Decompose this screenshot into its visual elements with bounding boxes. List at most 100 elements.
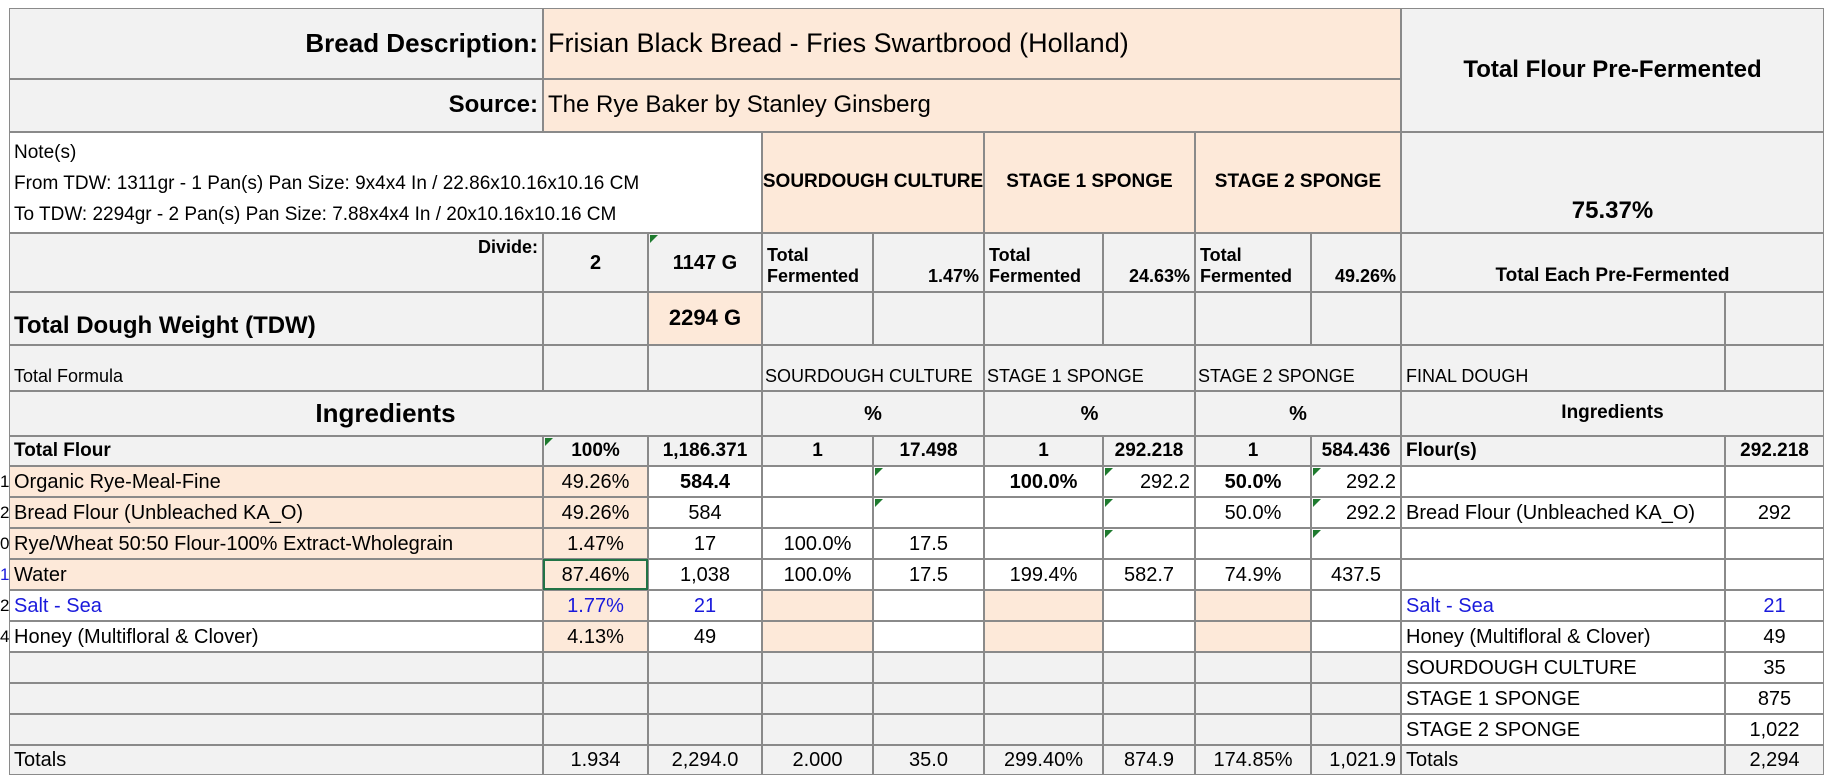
empty-cell[interactable] — [1725, 292, 1824, 345]
total-each-prefermented-label[interactable]: Total Each Pre-Fermented — [1401, 233, 1824, 292]
stage1-pct[interactable] — [984, 497, 1103, 528]
empty-cell[interactable] — [1103, 714, 1195, 745]
stage2-flour-weight[interactable]: 584.436 — [1311, 436, 1401, 466]
tdw-empty-cell[interactable] — [543, 292, 648, 345]
ingredient-weight[interactable]: 584.4 — [648, 466, 762, 497]
empty-cell[interactable] — [543, 652, 648, 683]
final-preferment-name[interactable]: STAGE 2 SPONGE — [1401, 714, 1725, 745]
sourdough-pct[interactable] — [762, 497, 873, 528]
empty-cell[interactable] — [648, 714, 762, 745]
final-preferment-weight[interactable]: 1,022 — [1725, 714, 1824, 745]
ingredient-pct[interactable]: 49.26% — [543, 497, 648, 528]
empty-cell[interactable] — [984, 714, 1103, 745]
ingredient-name[interactable]: Honey (Multifloral & Clover) — [9, 621, 543, 652]
total-flour-weight[interactable]: 1,186.371 — [648, 436, 762, 466]
divide-label[interactable]: Divide: — [9, 233, 543, 292]
stage2-weight[interactable] — [1311, 621, 1401, 652]
stage1-fermented-pct[interactable]: 24.63% — [1103, 233, 1195, 292]
stage1-weight[interactable] — [1103, 621, 1195, 652]
ingredient-name[interactable]: Water — [9, 559, 543, 590]
empty-cell[interactable] — [9, 683, 543, 714]
sourdough-weight[interactable] — [873, 497, 984, 528]
ingredient-name[interactable]: Salt - Sea — [9, 590, 543, 621]
empty-cell[interactable] — [984, 652, 1103, 683]
stage2-sponge-section-label[interactable]: STAGE 2 SPONGE — [1195, 345, 1401, 391]
stage1-pct-heading[interactable]: % — [984, 391, 1195, 436]
divide-weight[interactable]: 1147 G — [648, 233, 762, 292]
stage1-flour-ratio[interactable]: 1 — [984, 436, 1103, 466]
tdw-label[interactable]: Total Dough Weight (TDW) — [9, 292, 543, 345]
stage1-pct[interactable]: 199.4% — [984, 559, 1103, 590]
ingredient-weight[interactable]: 49 — [648, 621, 762, 652]
totals-stage1-pct[interactable]: 299.40% — [984, 745, 1103, 775]
final-ingredient-name[interactable]: Salt - Sea — [1401, 590, 1725, 621]
ingredient-pct[interactable]: 1.77% — [543, 590, 648, 621]
sourdough-pct-heading[interactable]: % — [762, 391, 984, 436]
final-ingredient-weight[interactable] — [1725, 528, 1824, 559]
totals-pct[interactable]: 1.934 — [543, 745, 648, 775]
empty-cell[interactable] — [1311, 683, 1401, 714]
total-flour-prefermented-label[interactable]: Total Flour Pre-Fermented — [1401, 8, 1824, 132]
total-flour-pct[interactable]: 100% — [543, 436, 648, 466]
empty-cell[interactable] — [1311, 652, 1401, 683]
stage1-flour-weight[interactable]: 292.218 — [1103, 436, 1195, 466]
stage2-weight[interactable] — [1311, 528, 1401, 559]
totals-stage1-weight[interactable]: 874.9 — [1103, 745, 1195, 775]
notes-cell[interactable]: Note(s) From TDW: 1311gr - 1 Pan(s) Pan … — [9, 132, 762, 233]
stage1-pct[interactable] — [984, 590, 1103, 621]
stage2-total-fermented-label[interactable]: Total Fermented — [1195, 233, 1311, 292]
stage1-total-fermented-label[interactable]: Total Fermented — [984, 233, 1103, 292]
empty-cell[interactable] — [9, 652, 543, 683]
final-ingredients-heading[interactable]: Ingredients — [1401, 391, 1824, 436]
final-ingredient-name[interactable] — [1401, 559, 1725, 590]
stage2-fermented-pct[interactable]: 49.26% — [1311, 233, 1401, 292]
stage2-weight[interactable]: 292.2 — [1311, 466, 1401, 497]
stage2-pct[interactable] — [1195, 590, 1311, 621]
empty-cell[interactable] — [543, 714, 648, 745]
stage1-pct[interactable] — [984, 621, 1103, 652]
stage2-weight[interactable]: 437.5 — [1311, 559, 1401, 590]
divide-count[interactable]: 2 — [543, 233, 648, 292]
empty-cell[interactable] — [1311, 292, 1401, 345]
totals-weight[interactable]: 2,294.0 — [648, 745, 762, 775]
empty-cell[interactable] — [543, 683, 648, 714]
final-ingredient-name[interactable]: Bread Flour (Unbleached KA_O) — [1401, 497, 1725, 528]
bread-description-value[interactable]: Frisian Black Bread - Fries Swartbrood (… — [543, 8, 1401, 79]
empty-cell[interactable] — [873, 683, 984, 714]
stage2-flour-ratio[interactable]: 1 — [1195, 436, 1311, 466]
empty-cell[interactable] — [1401, 292, 1725, 345]
ingredient-weight[interactable]: 1,038 — [648, 559, 762, 590]
ingredient-name[interactable]: Organic Rye-Meal-Fine — [9, 466, 543, 497]
empty-cell[interactable] — [1195, 683, 1311, 714]
sourdough-culture-section-label[interactable]: SOURDOUGH CULTURE — [762, 345, 984, 391]
final-totals-label[interactable]: Totals — [1401, 745, 1725, 775]
sourdough-weight[interactable] — [873, 621, 984, 652]
ingredient-pct[interactable]: 4.13% — [543, 621, 648, 652]
ingredient-pct[interactable]: 1.47% — [543, 528, 648, 559]
sourdough-pct[interactable] — [762, 621, 873, 652]
empty-cell[interactable] — [1195, 714, 1311, 745]
empty-cell[interactable] — [1103, 292, 1195, 345]
sourdough-culture-header[interactable]: SOURDOUGH CULTURE — [762, 132, 984, 233]
totals-sourdough-pct[interactable]: 2.000 — [762, 745, 873, 775]
empty-cell[interactable] — [648, 683, 762, 714]
empty-cell[interactable] — [762, 292, 873, 345]
empty-cell[interactable] — [1195, 652, 1311, 683]
stage2-pct[interactable]: 50.0% — [1195, 466, 1311, 497]
source-value[interactable]: The Rye Baker by Stanley Ginsberg — [543, 79, 1401, 132]
stage1-weight[interactable]: 292.2 — [1103, 466, 1195, 497]
totals-stage2-pct[interactable]: 174.85% — [1195, 745, 1311, 775]
empty-cell[interactable] — [1103, 652, 1195, 683]
sourdough-total-fermented-label[interactable]: Total Fermented — [762, 233, 873, 292]
empty-cell[interactable] — [984, 683, 1103, 714]
total-flour-prefermented-value[interactable]: 75.37% — [1401, 132, 1824, 233]
stage2-pct-heading[interactable]: % — [1195, 391, 1401, 436]
final-ingredient-name[interactable] — [1401, 466, 1725, 497]
sourdough-pct[interactable]: 100.0% — [762, 528, 873, 559]
sourdough-flour-weight[interactable]: 17.498 — [873, 436, 984, 466]
empty-cell[interactable] — [762, 683, 873, 714]
bread-description-label[interactable]: Bread Description: — [9, 8, 543, 79]
empty-cell[interactable] — [1311, 714, 1401, 745]
final-preferment-name[interactable]: STAGE 1 SPONGE — [1401, 683, 1725, 714]
stage1-sponge-header[interactable]: STAGE 1 SPONGE — [984, 132, 1195, 233]
